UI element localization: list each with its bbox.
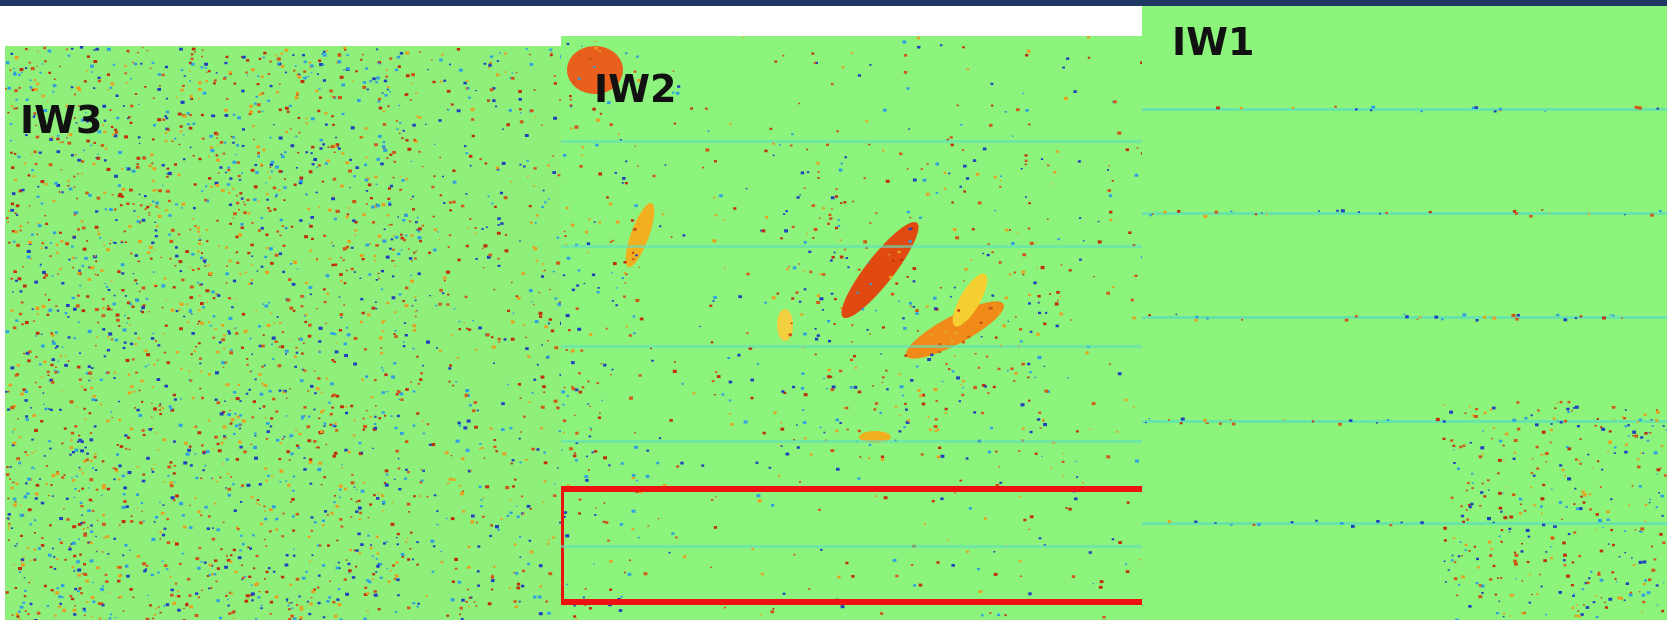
page: IW3 IW2 IW1 (() => { const data = JSON.p… bbox=[0, 0, 1667, 620]
burst-seam bbox=[561, 345, 1150, 348]
swath-background bbox=[561, 36, 1150, 620]
burst-seam bbox=[1142, 420, 1667, 423]
burst-seam bbox=[1142, 108, 1667, 111]
burst-seam bbox=[561, 245, 1150, 248]
burst-seam bbox=[561, 440, 1150, 443]
burst-seam bbox=[561, 545, 1150, 548]
swath-label: IW2 bbox=[594, 67, 677, 111]
iw2-swath bbox=[561, 36, 1153, 620]
burst-seam bbox=[1142, 316, 1667, 319]
interferogram-mosaic: IW3 IW2 IW1 bbox=[0, 0, 1667, 620]
swath-background bbox=[1142, 6, 1667, 620]
swath-label: IW1 bbox=[1172, 20, 1255, 64]
burst-seam bbox=[561, 140, 1150, 143]
iw1-swath bbox=[1142, 6, 1667, 620]
deformation-blob bbox=[777, 309, 793, 341]
burst-seam bbox=[1142, 522, 1667, 525]
swath-label: IW3 bbox=[20, 98, 103, 142]
top-bar bbox=[0, 0, 1667, 6]
